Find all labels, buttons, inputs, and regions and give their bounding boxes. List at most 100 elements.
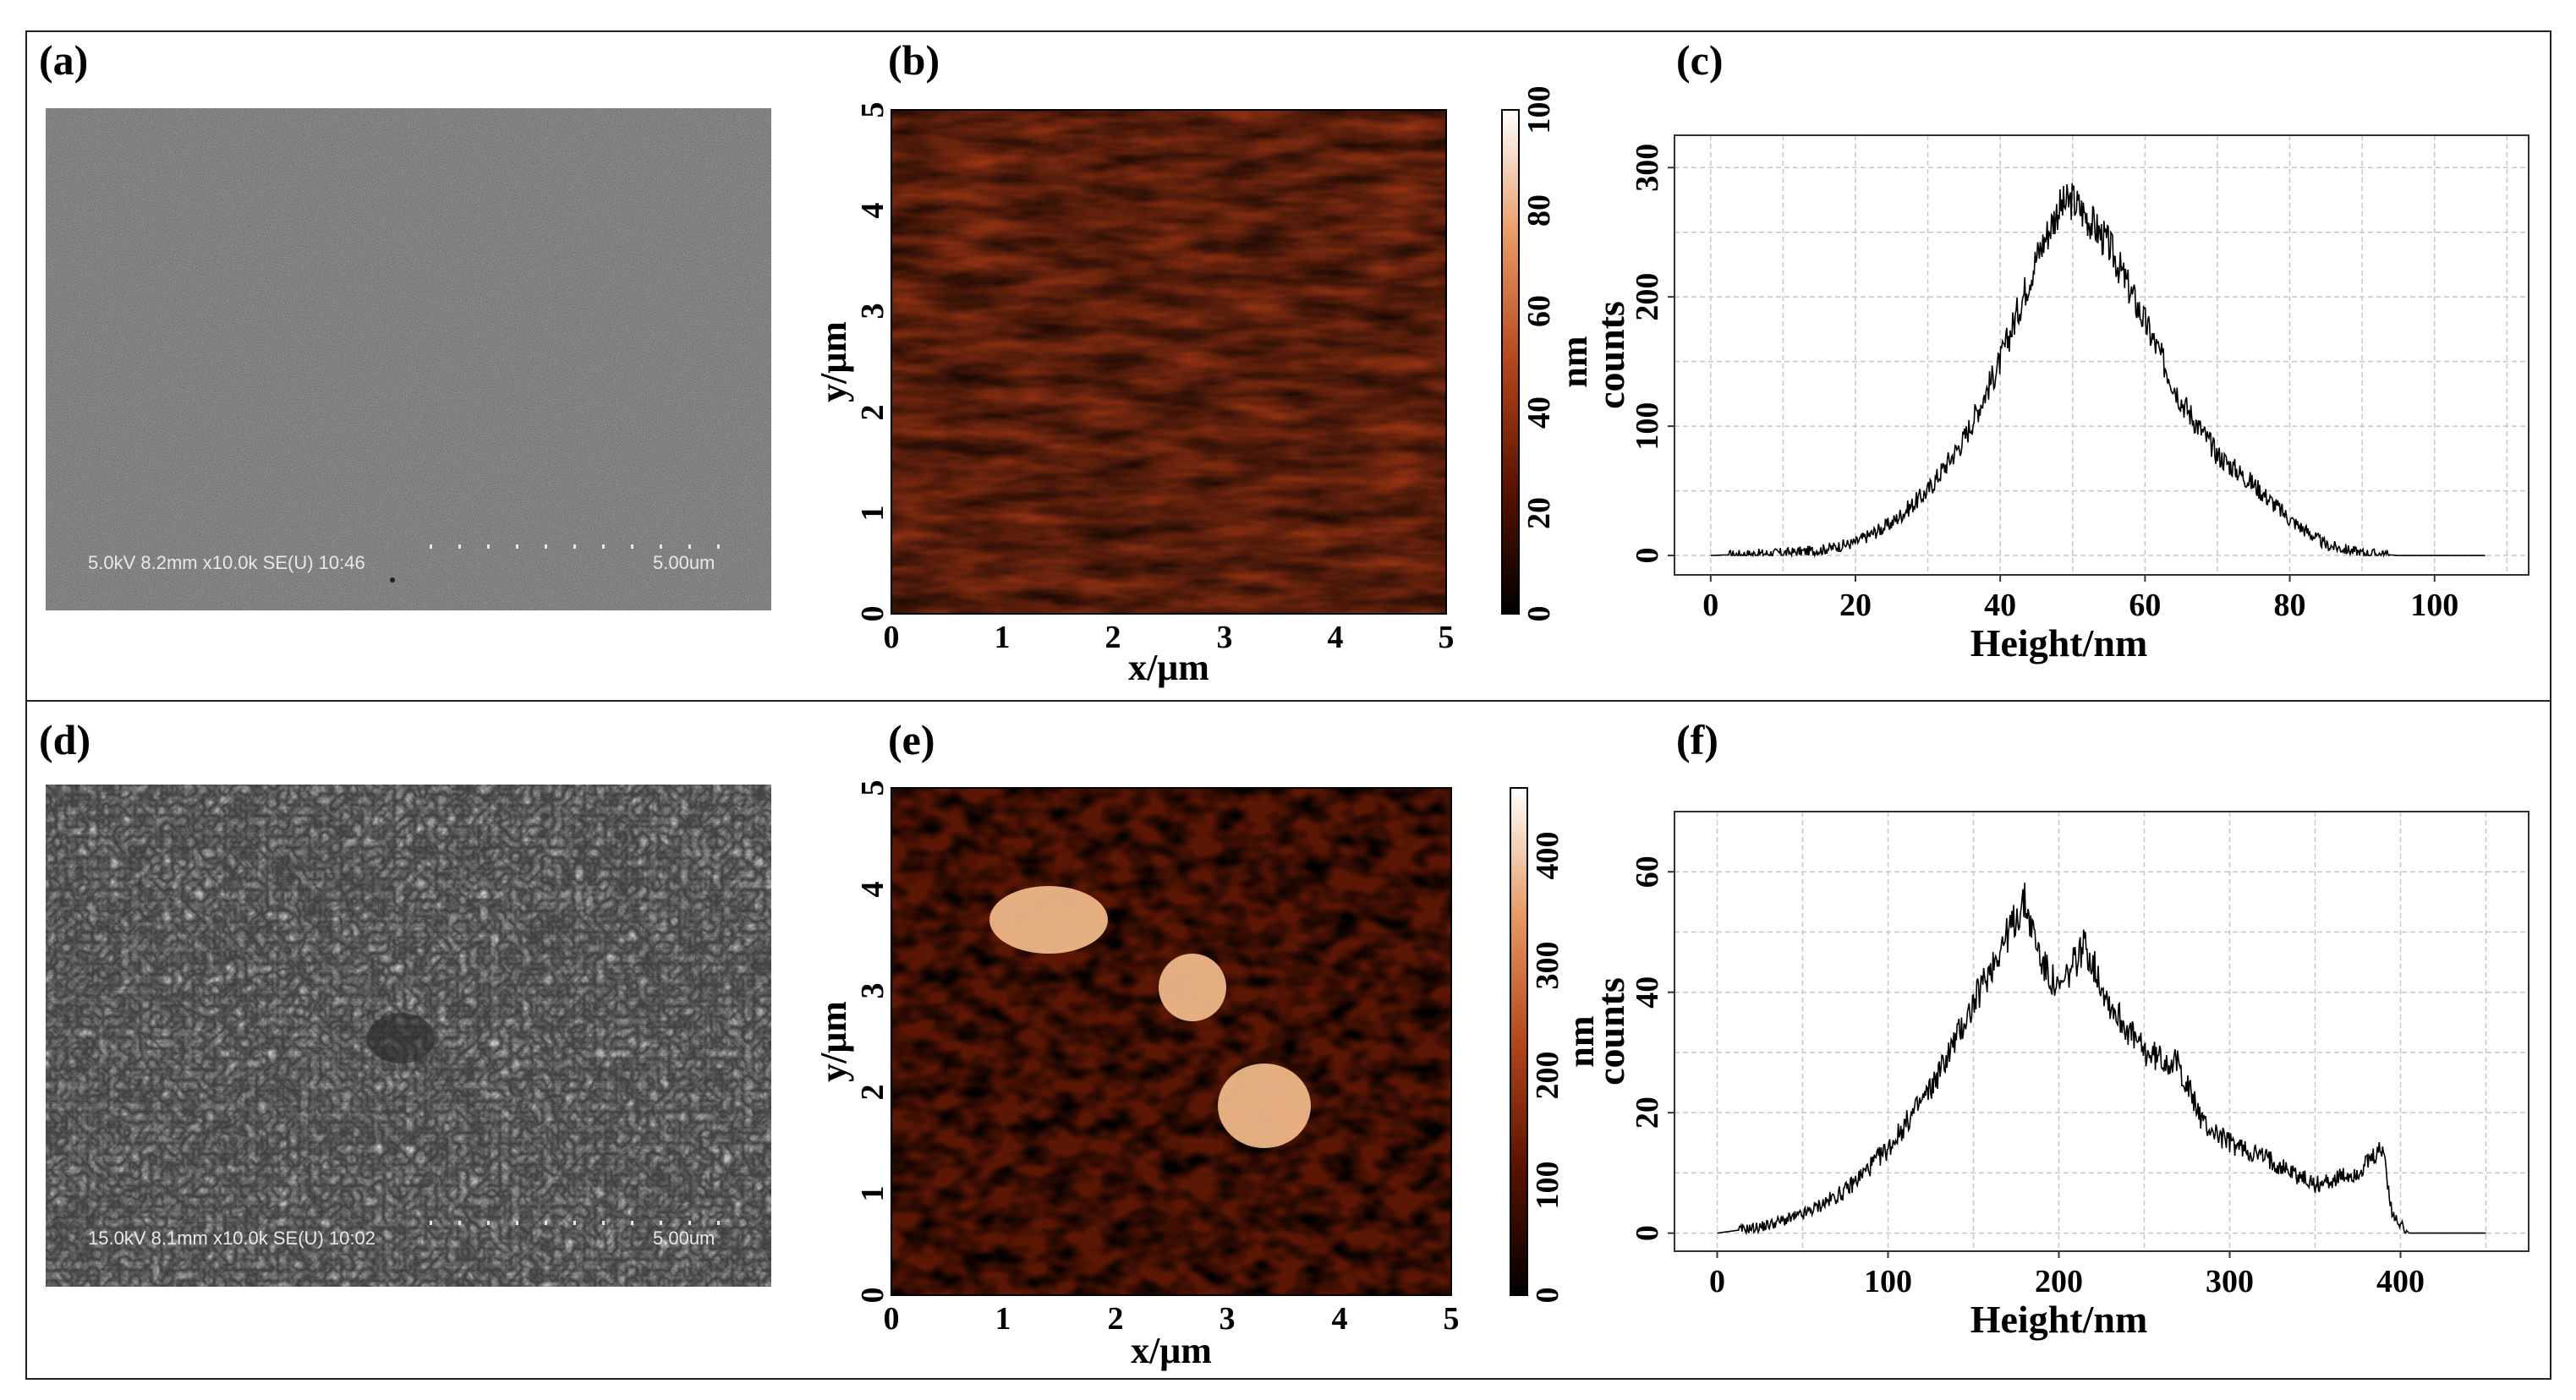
afm-e-cbtick: 400 [1530,832,1565,880]
sem-scalebar-a [430,544,720,549]
afm-e-cbtick: 300 [1530,942,1565,990]
afm-e-ylabel: y/μm [813,1001,854,1082]
afm-e-colorbar-ticks: 0 100 200 300 400 [1530,832,1565,1304]
afm-b-xlabel: x/μm [1128,647,1209,688]
afm-b-xtick: 4 [1328,620,1344,655]
afm-e-ytick: 0 [855,1288,891,1304]
sem-scale-d: 5.00um [653,1228,715,1249]
panel-label-b: (b) [888,36,940,84]
afm-b-xtick: 0 [884,620,900,655]
x-tick-label: 0 [1709,1264,1725,1299]
afm-e-colorbar-label: nm [1560,1015,1602,1067]
sem-texture-a [46,108,771,610]
afm-b-cbtick: 100 [1521,86,1557,134]
sem-scale-a: 5.00um [653,552,715,573]
afm-e-xtick: 4 [1332,1301,1348,1337]
afm-b-ytick: 4 [855,203,891,219]
afm-e-xtick: 0 [884,1301,900,1337]
afm-b-colorbar-ticks: 0 20 40 60 80 100 [1521,86,1557,622]
grid [1674,135,2529,575]
x-tick-label: 300 [2206,1264,2254,1299]
y-tick-label: 0 [1630,548,1665,564]
afm-e-ytick: 5 [855,780,891,796]
afm-b-cbtick: 80 [1521,194,1557,227]
afm-b-cbtick: 40 [1521,396,1557,429]
sem-info-a: 5.0kV 8.2mm x10.0k SE(U) 10:46 [88,552,365,573]
afm-e-ytick: 3 [855,983,891,999]
y-tick-label: 100 [1630,402,1665,451]
afm-b-ytick: 5 [855,102,891,118]
afm-b-cbtick: 60 [1521,295,1557,327]
afm-e-xtick: 2 [1108,1301,1124,1337]
x-tick-label: 40 [1984,588,2016,623]
x-axis-label: Height/nm [1970,621,2148,664]
x-tick-label: 100 [1864,1264,1912,1299]
afm-e-colorbar [1510,787,1528,1296]
afm-b-cbtick: 0 [1521,606,1557,622]
x-tick-label: 20 [1839,588,1872,623]
panel-label-d: (d) [39,716,91,763]
histogram-series-line [1717,883,2486,1236]
sem-image-a [46,108,771,610]
afm-e-xtick: 1 [995,1301,1011,1337]
afm-b-xtick: 5 [1439,620,1455,655]
afm-e-xtick: 5 [1444,1301,1460,1337]
x-axis-label: Height/nm [1970,1298,2148,1341]
afm-b-ytick: 0 [855,606,891,622]
afm-panel-e: 0 1 2 3 4 5 x/μm 0 1 2 3 4 5 y/μm 0 100 … [813,780,1602,1372]
y-tick-label: 200 [1630,273,1665,321]
histogram-chart-c: 0 20 40 60 80 100 0 100 200 300 Height/nm counts [1590,134,2529,664]
afm-b-ylabel: y/μm [813,321,854,402]
y-tick-label: 0 [1630,1225,1665,1241]
y-tick-label: 300 [1630,144,1665,192]
afm-e-ytick: 2 [855,1085,891,1101]
x-tick-label: 100 [2410,588,2458,623]
panel-label-c: (c) [1676,36,1724,84]
afm-e-cbtick: 0 [1530,1288,1565,1304]
plot-frame [1674,134,2529,576]
x-tick-label: 0 [1702,588,1718,623]
afm-b-colorbar [1501,109,1520,615]
panel-label-a: (a) [39,36,89,84]
afm-e-xtick: 3 [1219,1301,1236,1337]
afm-b-xtick: 2 [1105,620,1121,655]
afm-e-xlabel: x/μm [1131,1330,1212,1371]
x-tick-label: 80 [2274,588,2306,623]
afm-e-ytick: 1 [855,1186,891,1202]
afm-b-ytick: 3 [855,304,891,320]
afm-b-ytick: 1 [855,506,891,522]
sem-image-d [46,785,771,1287]
sem-texture-d [46,785,771,1287]
x-tick-label: 200 [2035,1264,2083,1299]
afm-e-yticks: 0 1 2 3 4 5 [855,780,891,1304]
x-tick-label: 60 [2129,588,2161,623]
afm-b-xticks: 0 1 2 3 4 5 [884,620,1455,655]
afm-b-xtick: 3 [1217,620,1233,655]
histogram-chart-f: 0 100 200 300 400 0 20 40 60 Height/nm counts [1590,811,2529,1341]
afm-e-ytick: 4 [855,882,891,898]
afm-b-colorbar-label: nm [1554,336,1595,387]
histogram-series-line [1710,183,2486,559]
plot-frame [1674,811,2529,1252]
sem-scalebar-d [430,1221,720,1225]
y-tick-label: 20 [1630,1096,1665,1129]
figure-frame [25,30,2551,1380]
x-tick-label: 400 [2376,1264,2425,1299]
panel-label-f: (f) [1676,716,1718,763]
afm-b-yticks: 0 1 2 3 4 5 [855,102,891,622]
grid [1674,811,2529,1251]
afm-e-xticks: 0 1 2 3 4 5 [884,1301,1460,1337]
afm-b-cbtick: 20 [1521,497,1557,529]
sem-info-d: 15.0kV 8.1mm x10.0k SE(U) 10:02 [88,1228,375,1249]
afm-b-xtick: 1 [995,620,1011,655]
panel-label-e: (e) [888,716,935,763]
y-tick-label: 40 [1630,976,1665,1009]
y-tick-label: 60 [1630,856,1665,888]
afm-panel-b: 0 1 2 3 4 5 x/μm 0 1 2 3 4 5 y/μm 0 20 4… [813,86,1595,689]
afm-e-cbtick: 100 [1530,1162,1565,1210]
afm-e-cbtick: 200 [1530,1052,1565,1100]
y-axis-label: counts [1590,977,1632,1086]
afm-b-ytick: 2 [855,405,891,421]
row-divider [25,700,2551,702]
y-axis-label: counts [1590,301,1632,409]
